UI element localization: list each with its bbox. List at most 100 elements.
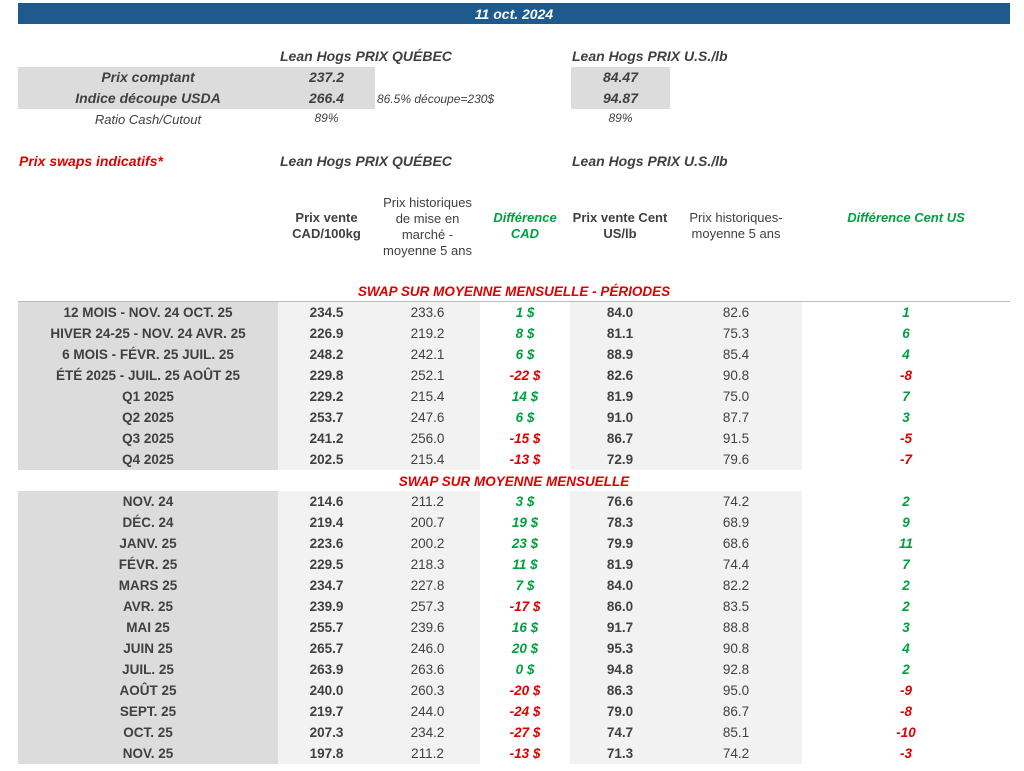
- cell: 215.4: [375, 386, 480, 407]
- cell: 86.0: [570, 596, 670, 617]
- cell: 7: [902, 557, 910, 572]
- cell: JANV. 25: [18, 533, 278, 554]
- cell: 211.2: [375, 491, 480, 512]
- qc-title: Lean Hogs PRIX QUÉBEC: [280, 48, 452, 64]
- cash-row-label: Prix comptant: [101, 69, 195, 85]
- cell: -13 $: [509, 452, 541, 467]
- section-title: SWAP SUR MOYENNE MENSUELLE: [398, 474, 630, 489]
- table-row: Q2 2025 253.7 247.6 6 $ 91.0 87.7 3: [18, 407, 1010, 428]
- cell: 233.6: [375, 302, 480, 323]
- cell: -9: [899, 683, 912, 698]
- date-banner: 11 oct. 2024: [18, 3, 1010, 24]
- cash-row-us: 94.87: [602, 90, 639, 106]
- cell: -3: [899, 746, 912, 761]
- swaps-title: Prix swaps indicatifs*: [19, 153, 163, 169]
- ratio-qc: 89%: [314, 111, 339, 125]
- cell: AVR. 25: [18, 596, 278, 617]
- table-row: MARS 25 234.7 227.8 7 $ 84.0 82.2 2: [18, 575, 1010, 596]
- cell: 252.1: [375, 365, 480, 386]
- cell: JUIL. 25: [18, 659, 278, 680]
- table-row: JUIN 25 265.7 246.0 20 $ 95.3 90.8 4: [18, 638, 1010, 659]
- cell: 85.1: [670, 722, 802, 743]
- column-header: Différence Cent US: [847, 210, 965, 225]
- cell: -7: [899, 452, 912, 467]
- cell: 85.4: [670, 344, 802, 365]
- cell: Q3 2025: [18, 428, 278, 449]
- cell: 95.3: [570, 638, 670, 659]
- cell: Q4 2025: [18, 449, 278, 470]
- cash-row-note: 86.5% découpe=230$: [377, 92, 495, 106]
- cell: 11: [898, 536, 913, 551]
- cell: 241.2: [278, 428, 375, 449]
- swap-table: 12 MOIS - NOV. 24 OCT. 25 234.5 233.6 1 $ 84…: [18, 302, 1010, 470]
- cell: 239.6: [375, 617, 480, 638]
- cell: 74.7: [570, 722, 670, 743]
- cell: 214.6: [278, 491, 375, 512]
- cell: 75.3: [670, 323, 802, 344]
- cell: 2: [902, 494, 910, 509]
- table-row: Q3 2025 241.2 256.0 -15 $ 86.7 91.5 -5: [18, 428, 1010, 449]
- cell: 257.3: [375, 596, 480, 617]
- cell: 87.7: [670, 407, 802, 428]
- cell: 226.9: [278, 323, 375, 344]
- table-row: HIVER 24-25 - NOV. 24 AVR. 25 226.9 219.2 8…: [18, 323, 1010, 344]
- swap-table: NOV. 24 214.6 211.2 3 $76.6 74.2 2 DÉC. 24 219.…: [18, 491, 1010, 764]
- cell: 91.7: [570, 617, 670, 638]
- cell: DÉC. 24: [18, 512, 278, 533]
- cell: 2: [902, 599, 910, 614]
- table-row: Q4 2025 202.5 215.4 -13 $ 72.9 79.6 -7: [18, 449, 1010, 470]
- cell: 68.6: [670, 533, 802, 554]
- cell: 82.6: [570, 365, 670, 386]
- cell: -5: [899, 431, 912, 446]
- cell: 79.9: [570, 533, 670, 554]
- cell: 72.9: [570, 449, 670, 470]
- column-header: Différence CAD: [493, 210, 557, 241]
- cell: 242.1: [375, 344, 480, 365]
- cell: 263.6: [375, 659, 480, 680]
- ratio-us: 89%: [608, 111, 633, 125]
- cell: 11 $: [512, 557, 538, 572]
- cell: 4: [902, 347, 910, 362]
- cell: 219.4: [278, 512, 375, 533]
- cell: 75.0: [670, 386, 802, 407]
- cell: 239.9: [278, 596, 375, 617]
- cell: 76.6: [570, 491, 670, 512]
- cell: 234.5: [278, 302, 375, 323]
- column-header: Prix vente CAD/100kg: [292, 210, 361, 241]
- cell: -17 $: [509, 599, 541, 614]
- cell: 7 $: [515, 578, 535, 593]
- cell: JUIN 25: [18, 638, 278, 659]
- cell: FÉVR. 25: [18, 554, 278, 575]
- cell: 215.4: [375, 449, 480, 470]
- table-row: DÉC. 24 219.4 200.7 19 $ 78.3 68.9 9: [18, 512, 1010, 533]
- cell: 88.8: [670, 617, 802, 638]
- cell: 6 MOIS - FÉVR. 25 JUIL. 25: [18, 344, 278, 365]
- table-row: MAI 25 255.7 239.6 16 $ 91.7 88.8 3: [18, 617, 1010, 638]
- cell: 229.2: [278, 386, 375, 407]
- cell: 74.2: [670, 743, 802, 764]
- cell: 81.1: [570, 323, 670, 344]
- cell: 2: [902, 578, 910, 593]
- cell: -13 $: [509, 746, 541, 761]
- cell: 8 $: [515, 326, 535, 341]
- cell: 253.7: [278, 407, 375, 428]
- cell: 79.6: [670, 449, 802, 470]
- cell: NOV. 25: [18, 743, 278, 764]
- table-row: AOÛT 25 240.0 260.3 -20 $ 86.3 95.0 -9: [18, 680, 1010, 701]
- cell: -20 $: [509, 683, 541, 698]
- cell: 234.7: [278, 575, 375, 596]
- cell: NOV. 24: [18, 491, 278, 512]
- cell: 219.7: [278, 701, 375, 722]
- cell: 9: [902, 515, 910, 530]
- table-row: AVR. 25 239.9 257.3 -17 $ 86.0 83.5 2: [18, 596, 1010, 617]
- cell: 86.7: [570, 428, 670, 449]
- cell: AOÛT 25: [18, 680, 278, 701]
- cell: 1 $: [515, 305, 535, 320]
- ratio-label: Ratio Cash/Cutout: [94, 112, 202, 127]
- swaps-qc-title: Lean Hogs PRIX QUÉBEC: [280, 153, 452, 169]
- cell: -27 $: [509, 725, 541, 740]
- cell: 81.9: [570, 554, 670, 575]
- cell: HIVER 24-25 - NOV. 24 AVR. 25: [18, 323, 278, 344]
- cell: 3 $: [515, 494, 535, 509]
- cell: 94.8: [570, 659, 670, 680]
